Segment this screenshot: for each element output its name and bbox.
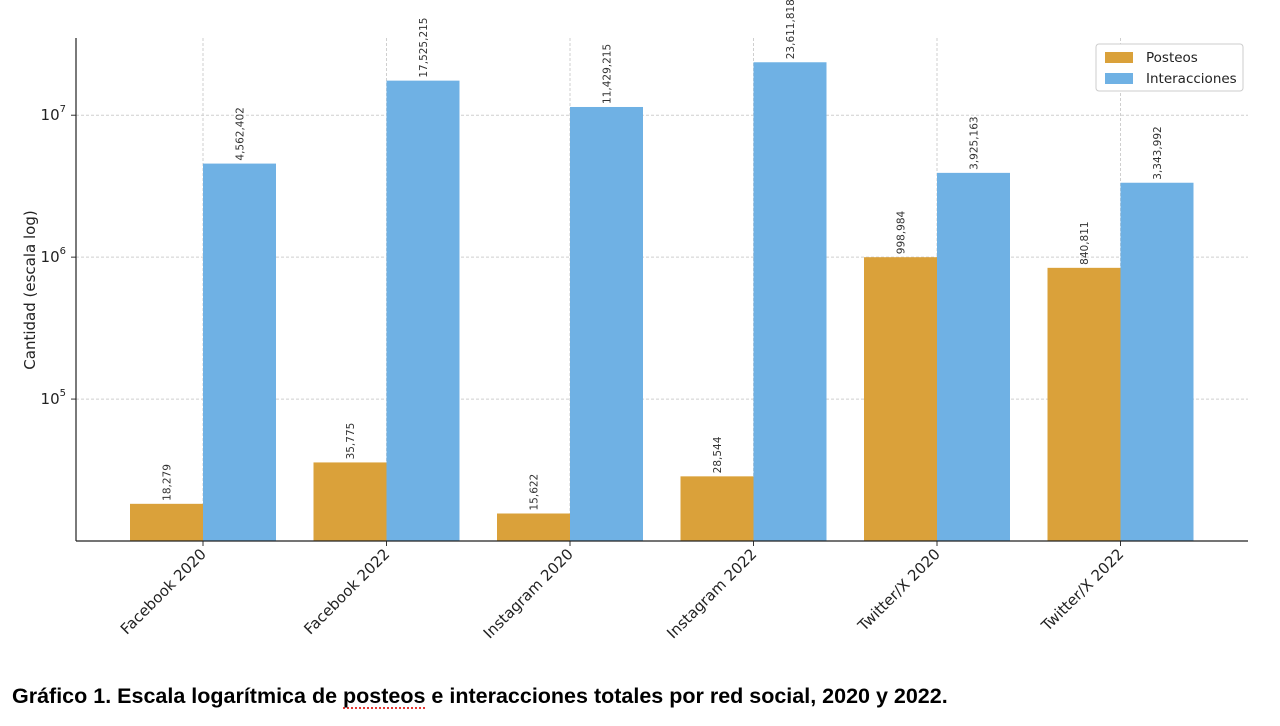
x-tick-label: Instagram 2022 (663, 545, 760, 642)
caption-flagged-word: posteos (343, 684, 426, 708)
caption-part-1: Gráfico 1. Escala logarítmica de (12, 684, 344, 708)
bar-value-label: 11,429,215 (602, 44, 614, 104)
bar-posteos (497, 513, 570, 541)
y-tick-label: 105 (41, 388, 66, 408)
bars (130, 62, 1194, 542)
x-tick-label: Facebook 2020 (117, 545, 210, 638)
legend-label: Posteos (1146, 50, 1198, 66)
bar-interacciones (1120, 182, 1194, 541)
bar-value-label: 23,611,818 (785, 0, 797, 59)
bar-chart: 105 106 107 Facebook 2020 Facebook 2022 Inst… (21, 0, 1248, 642)
legend-label: Interacciones (1146, 71, 1237, 87)
y-tick-label: 106 (41, 246, 66, 266)
y-tick-labels: 105 106 107 (41, 104, 66, 408)
bar-value-label: 28,544 (712, 436, 724, 473)
x-tick-label: Instagram 2020 (480, 545, 577, 642)
x-tick-label: Twitter/X 2020 (854, 545, 944, 635)
figure-caption: Gráfico 1. Escala logarítmica de posteos… (12, 684, 948, 709)
bar-value-label: 35,775 (345, 423, 357, 460)
bar-value-label: 998,984 (896, 210, 908, 254)
x-tick-labels: Facebook 2020 Facebook 2022 Instagram 2020… (117, 545, 1127, 642)
y-tick-label: 107 (41, 104, 66, 124)
bar-interacciones (753, 62, 827, 541)
bar-posteos (1047, 267, 1121, 541)
bar-value-labels: 18,279 4,562,402 35,775 17,525,215 15,622 11,… (162, 0, 1165, 511)
bar-posteos (864, 257, 937, 541)
bar-posteos (313, 462, 387, 541)
axes (71, 38, 1248, 546)
bar-posteos (130, 503, 203, 541)
bar-interacciones (203, 163, 276, 542)
legend-swatch (1105, 52, 1133, 63)
y-axis-label: Cantidad (escala log) (21, 210, 39, 369)
bar-interacciones (937, 172, 1010, 542)
bar-value-label: 15,622 (529, 474, 541, 511)
legend: Posteos Interacciones (1095, 43, 1244, 92)
bar-value-label: 17,525,215 (418, 18, 430, 78)
caption-part-2: e interacciones totales por red social, … (425, 684, 948, 708)
x-tick-label: Facebook 2022 (300, 545, 393, 638)
bar-value-label: 840,811 (1079, 221, 1091, 264)
x-tick-label: Twitter/X 2022 (1037, 545, 1127, 635)
bar-interacciones (386, 80, 460, 542)
bar-interacciones (570, 106, 643, 541)
bar-value-label: 4,562,402 (235, 107, 247, 160)
bar-value-label: 18,279 (162, 464, 174, 501)
legend-swatch (1105, 73, 1133, 84)
bar-posteos (680, 476, 754, 541)
bar-value-label: 3,343,992 (1152, 126, 1164, 179)
bar-value-label: 3,925,163 (969, 116, 981, 169)
